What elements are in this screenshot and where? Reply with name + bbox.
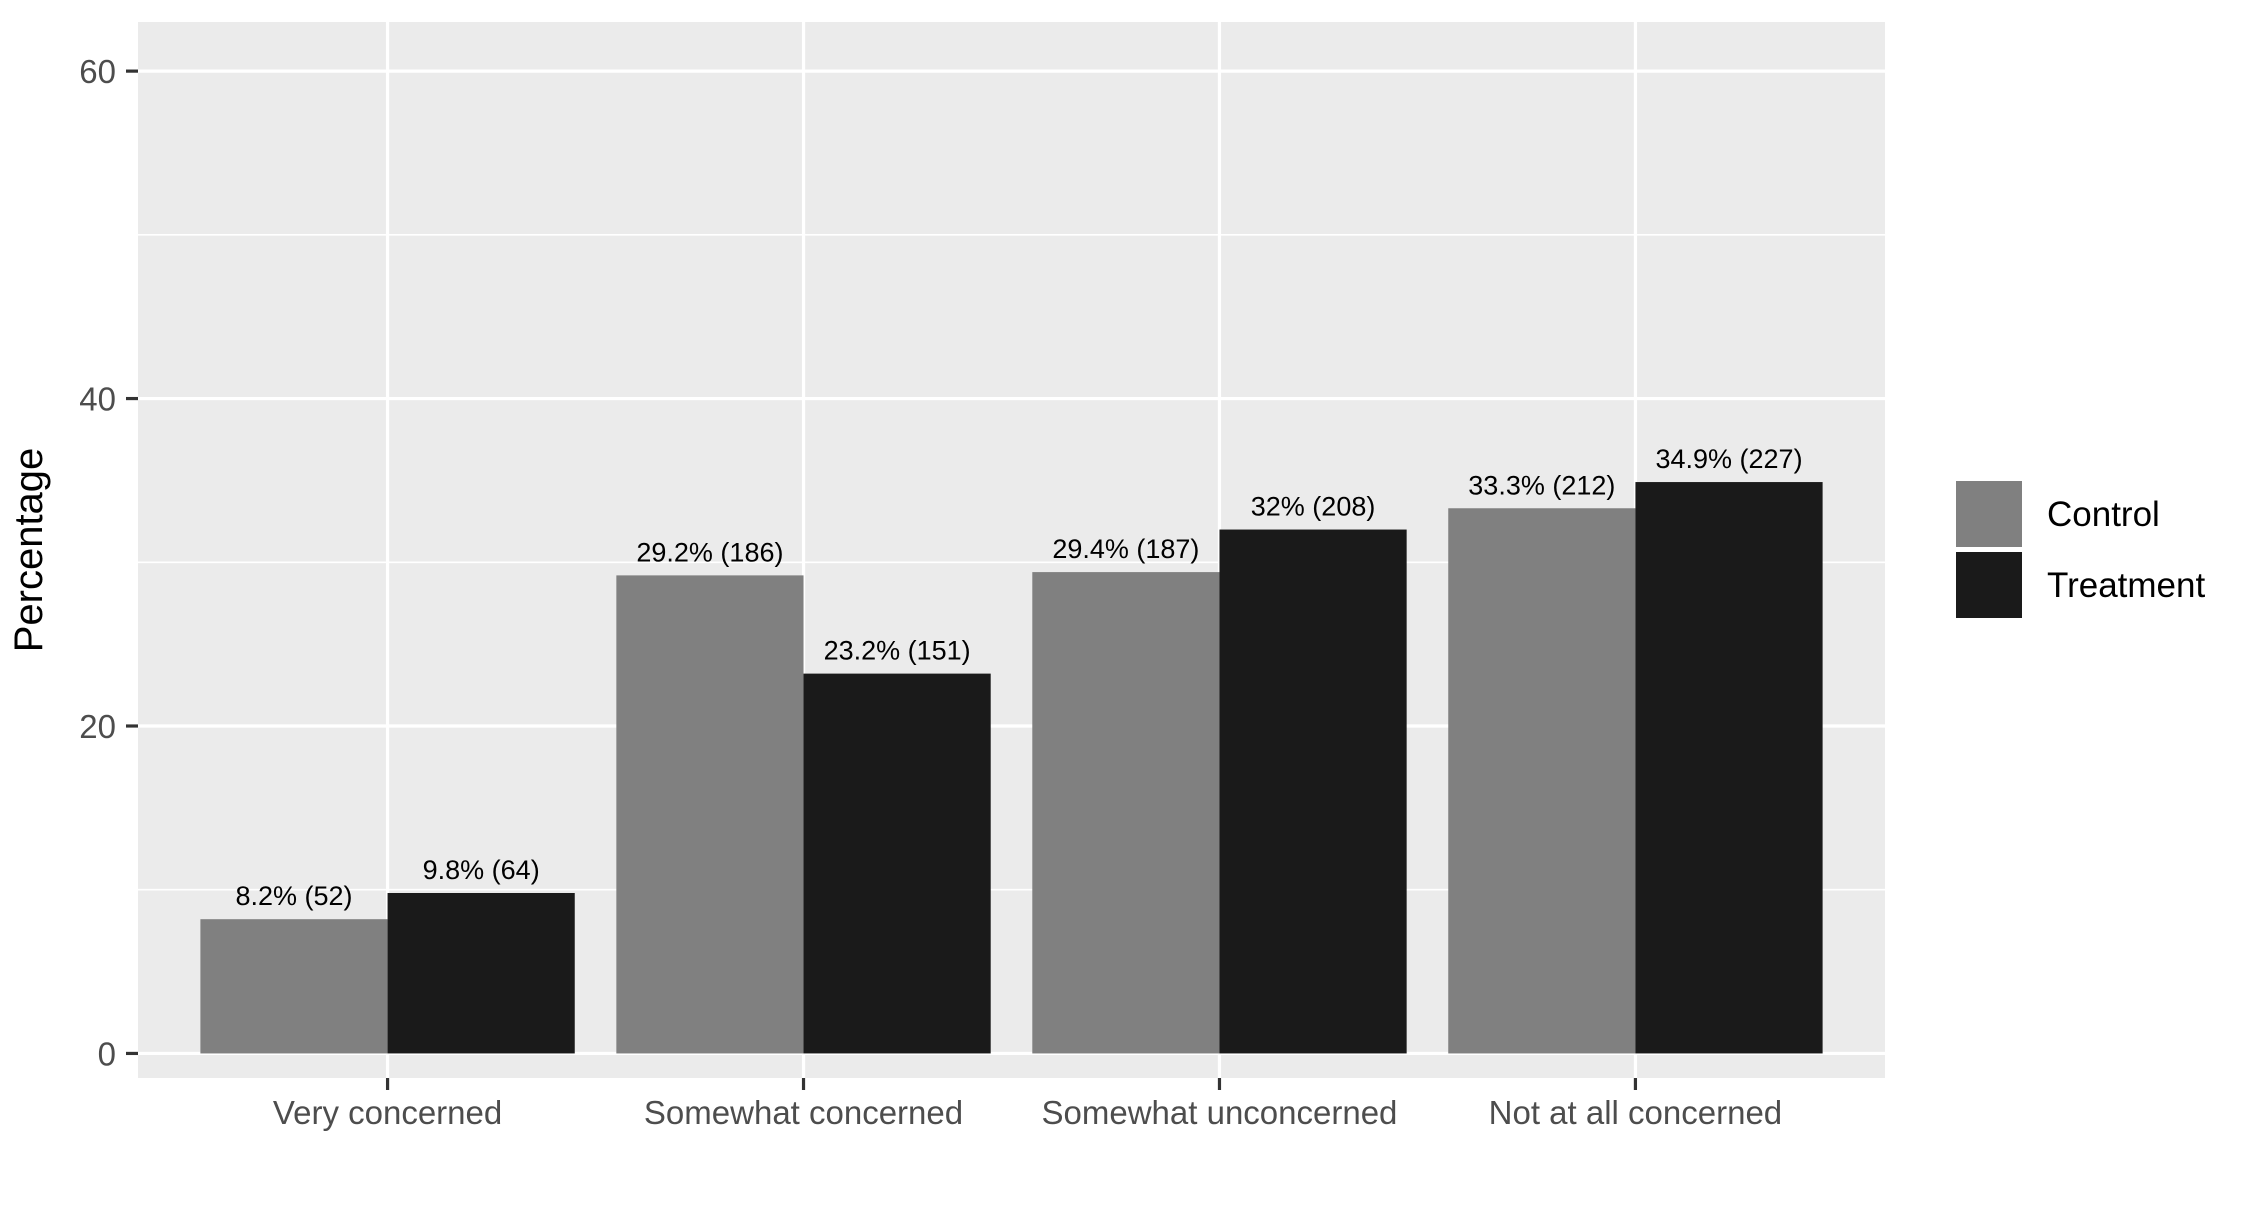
legend-label: Control — [2047, 495, 2160, 534]
bars — [200, 482, 1823, 1054]
data-label: 9.8% (64) — [423, 855, 540, 885]
y-tick-label: 20 — [79, 708, 116, 745]
x-tick-label: Somewhat unconcerned — [1042, 1094, 1398, 1131]
bar-control-1 — [616, 575, 804, 1054]
data-label: 34.9% (227) — [1655, 444, 1802, 474]
bar-control-2 — [1032, 572, 1220, 1054]
x-tick-label: Somewhat concerned — [644, 1094, 963, 1131]
x-tick-label: Not at all concerned — [1489, 1094, 1783, 1131]
data-label: 29.2% (186) — [636, 537, 783, 567]
legend-label: Treatment — [2047, 566, 2205, 605]
bar-control-3 — [1448, 508, 1636, 1054]
bar-treatment-1 — [803, 673, 991, 1054]
bar-treatment-0 — [387, 892, 575, 1054]
y-tick-label: 40 — [79, 381, 116, 418]
x-axis: Very concerned Somewhat concerned Somewhat… — [273, 1078, 1782, 1131]
legend-key-control — [1954, 479, 2024, 549]
data-label: 23.2% (151) — [824, 636, 971, 666]
y-tick-label: 0 — [98, 1035, 116, 1072]
y-axis: 0 20 40 60 — [79, 53, 138, 1072]
data-label: 29.4% (187) — [1052, 534, 1199, 564]
legend-key-treatment — [1954, 550, 2024, 620]
data-label: 8.2% (52) — [235, 881, 352, 911]
legend: Control Treatment — [1954, 479, 2205, 620]
bar-control-0 — [200, 919, 388, 1054]
y-axis-title: Percentage — [7, 448, 51, 653]
bar-treatment-3 — [1635, 482, 1823, 1054]
data-label: 33.3% (212) — [1468, 470, 1615, 500]
bar-treatment-2 — [1219, 529, 1407, 1054]
x-tick-label: Very concerned — [273, 1094, 502, 1131]
y-tick-label: 60 — [79, 53, 116, 90]
data-labels: 8.2% (52) 9.8% (64) 29.2% (186) 23.2% (151)… — [235, 444, 1802, 911]
data-label: 32% (208) — [1251, 492, 1376, 522]
